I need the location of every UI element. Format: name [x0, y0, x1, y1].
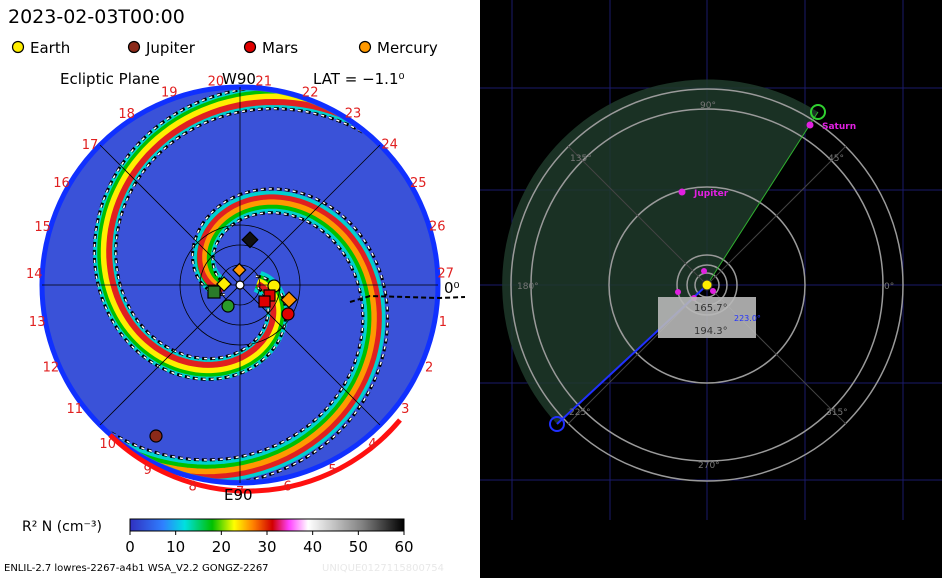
- sector-label: 20: [208, 74, 225, 89]
- sector-label: 12: [43, 361, 60, 376]
- sector-fill: [502, 79, 818, 425]
- readout-bottom: 194.3°: [694, 326, 728, 337]
- footer: ENLIL-2.7 lowres-2267-a4b1 WSA_V2.2 GONG…: [4, 563, 269, 574]
- spiral: [45, 90, 435, 480]
- angle-label: 135°: [570, 154, 592, 164]
- spiral-structures: [0, 0, 599, 485]
- readout-box: [658, 297, 756, 338]
- colorbar-tick-label: 60: [394, 538, 413, 556]
- timestamp: 2023-02-03T00:00: [8, 6, 185, 28]
- readout-top: 165.7°: [694, 303, 728, 314]
- angle-label: 270°: [698, 461, 720, 471]
- jupiter-dot: [678, 188, 686, 196]
- sector-label: 4: [368, 437, 376, 452]
- planet-label: Saturn: [822, 122, 856, 132]
- sector-label: 24: [381, 137, 398, 152]
- markers: [149, 231, 298, 443]
- spiral: [45, 90, 435, 480]
- sector-label: 22: [302, 85, 319, 100]
- sun: [701, 279, 713, 291]
- sector-label: 26: [429, 220, 446, 235]
- colorbar-tick-label: 50: [349, 538, 368, 556]
- legend: Earth Jupiter Mars Mercury: [11, 39, 438, 57]
- sector-label: 6: [283, 479, 291, 494]
- saturn-dot: [806, 121, 814, 129]
- colorbar-tick-label: 40: [303, 538, 322, 556]
- sector-label: 2: [425, 361, 433, 376]
- sector-label: 14: [26, 267, 43, 282]
- blue-marker: [549, 416, 565, 432]
- right-axis-label: 0⁰: [444, 279, 460, 297]
- sector-label: 9: [143, 463, 151, 478]
- angle-labels: 90° 135° 45° 180° 0° 225° 315° 270°: [517, 101, 894, 471]
- green-marker: [810, 104, 826, 120]
- sector-label: 18: [118, 107, 135, 122]
- sector-label: 15: [34, 220, 51, 235]
- spiral: [45, 93, 435, 480]
- earth-line: [349, 294, 466, 303]
- colorbar-title: R² N (cm⁻³): [22, 519, 102, 535]
- colorbar-ticks: 0 10 20 30 40 50 60: [125, 531, 414, 556]
- saturn-line: [706, 111, 819, 286]
- spiral: [45, 90, 435, 480]
- spiral: [45, 90, 435, 480]
- legend-swatch: [127, 40, 141, 54]
- orbits: [510, 88, 904, 482]
- sector-label: 23: [345, 107, 362, 122]
- sector-label: 19: [161, 86, 178, 101]
- spiral: [45, 90, 435, 475]
- planet-label: Jupiter: [693, 189, 729, 199]
- plane-label: Ecliptic Plane: [60, 70, 160, 88]
- footer-faint: UNIQUE0127115800754: [322, 563, 444, 574]
- angle-label: 45°: [828, 154, 844, 164]
- readout-right: 223.0°: [734, 314, 761, 323]
- sector-label: 7: [236, 485, 244, 500]
- sector-label: 11: [67, 402, 84, 417]
- sector-label: 27: [437, 267, 454, 282]
- angle-label: 225°: [569, 408, 591, 418]
- bottom-axis-label: E90: [224, 486, 253, 504]
- angle-label: 90°: [700, 101, 716, 111]
- legend-swatch: [358, 40, 372, 54]
- spiral: [0, 0, 599, 485]
- angle-label: 0°: [884, 282, 894, 292]
- sector-label: 1: [439, 315, 447, 330]
- top-axis-label: W90: [222, 70, 256, 88]
- rim-red: [108, 418, 402, 494]
- angle-label: 180°: [517, 282, 539, 292]
- sector-label: 16: [53, 176, 70, 191]
- legend-label: Mars: [262, 39, 298, 57]
- sector-label: 3: [401, 402, 409, 417]
- sector-label: 17: [82, 138, 99, 153]
- sector-label: 13: [29, 315, 46, 330]
- legend-label: Jupiter: [145, 39, 196, 57]
- legend-swatch: [11, 40, 25, 54]
- colorbar-tick-label: 0: [125, 538, 135, 556]
- sector-label: 10: [99, 437, 116, 452]
- sector-label: 8: [188, 480, 196, 495]
- colorbar-tick-label: 10: [166, 538, 185, 556]
- angle-label: 315°: [826, 408, 848, 418]
- colorbar-tick-label: 20: [212, 538, 231, 556]
- legend-label: Mercury: [377, 39, 438, 57]
- colorbar: [129, 518, 405, 532]
- legend-swatch: [243, 40, 257, 54]
- legend-label: Earth: [30, 39, 70, 57]
- sector-label: 21: [255, 74, 272, 89]
- sector-label: 5: [328, 463, 336, 478]
- colorbar-tick-label: 30: [257, 538, 276, 556]
- sector-label: 25: [410, 176, 427, 191]
- spiral: [45, 90, 435, 480]
- lat-label: LAT = −1.1⁰: [313, 70, 405, 88]
